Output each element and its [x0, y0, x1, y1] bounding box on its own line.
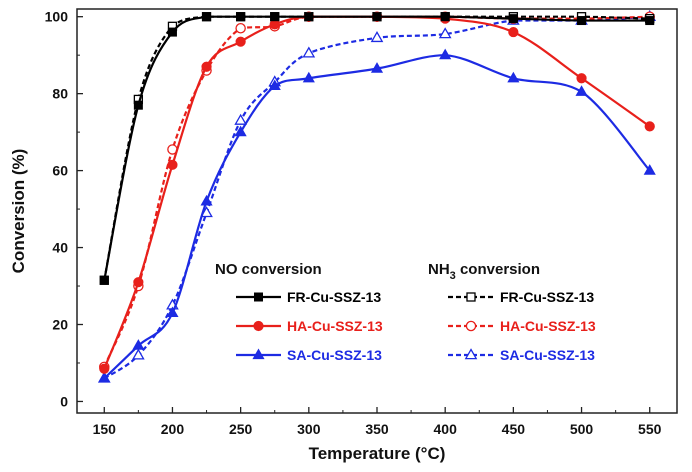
series-sa-cu-ssz-13-no: [98, 48, 656, 383]
legend-label: SA-Cu-SSZ-13: [500, 347, 595, 363]
data-point: [577, 16, 587, 26]
data-point: [302, 46, 316, 58]
data-point: [167, 159, 178, 170]
x-tick-label: 350: [365, 421, 389, 437]
legend-title-nh3: NH3 conversion: [428, 261, 540, 282]
legend-label: FR-Cu-SSZ-13: [287, 289, 381, 305]
x-tick-label: 500: [570, 421, 594, 437]
data-point: [270, 12, 280, 22]
legend-title-nh3-prefix: NH: [428, 261, 450, 278]
data-point: [132, 348, 145, 360]
data-point: [133, 100, 143, 110]
y-tick-label: 20: [52, 317, 68, 333]
y-tick-label: 100: [45, 9, 69, 25]
y-axis-title: Conversion (%): [9, 149, 28, 274]
data-point: [440, 12, 450, 22]
legend-entry-sa-cu-ssz-13-nh3: SA-Cu-SSZ-13: [448, 347, 595, 363]
legend-entry-ha-cu-ssz-13-nh3: HA-Cu-SSZ-13: [448, 318, 596, 334]
legend-marker: [464, 348, 478, 360]
y-tick-label: 0: [60, 393, 68, 409]
series-line: [103, 15, 650, 380]
legend-label: HA-Cu-SSZ-13: [500, 318, 596, 334]
series-line: [103, 15, 650, 281]
series-line: [103, 15, 651, 370]
data-point: [370, 31, 384, 43]
data-point: [575, 85, 588, 96]
legend: NO conversion NH3 conversion FR-Cu-SSZ-13 H…: [215, 261, 596, 363]
data-point: [133, 277, 144, 288]
data-point: [372, 12, 382, 22]
legend-marker: [254, 292, 263, 302]
legend-entry-fr-cu-ssz-13-nh3: FR-Cu-SSZ-13: [448, 289, 594, 305]
legend-entry-fr-cu-ssz-13-no: FR-Cu-SSZ-13: [236, 289, 381, 305]
data-point: [576, 73, 587, 84]
legend-marker: [465, 320, 477, 332]
x-tick-label: 250: [229, 421, 253, 437]
data-point: [304, 12, 314, 22]
legend-label: SA-Cu-SSZ-13: [287, 347, 382, 363]
data-point: [507, 71, 520, 83]
series-line: [103, 15, 650, 368]
data-point: [236, 12, 246, 22]
data-point: [234, 113, 247, 125]
legend-entry-sa-cu-ssz-13-no: SA-Cu-SSZ-13: [236, 347, 382, 363]
data-point: [438, 27, 452, 39]
data-point: [439, 48, 452, 60]
series-fr-cu-ssz-13-no: [99, 12, 655, 285]
axes: 150 200 250 300 350 400 450 500 550 0 20 40 60 80 100: [45, 9, 662, 437]
data-point: [508, 14, 518, 24]
legend-marker: [253, 320, 264, 332]
x-tick-label: 150: [93, 421, 117, 437]
x-axis-title: Temperature (°C): [309, 444, 446, 463]
data-point: [235, 22, 246, 34]
x-tick-label: 300: [297, 421, 321, 437]
x-tick-label: 550: [638, 421, 662, 437]
data-point: [644, 121, 655, 132]
x-tick-label: 200: [161, 421, 185, 437]
data-point: [167, 27, 177, 37]
data-point: [166, 306, 179, 318]
series-line: [103, 15, 650, 281]
legend-title-nh3-suffix: conversion: [456, 261, 540, 278]
data-point: [234, 125, 247, 137]
data-point: [370, 62, 384, 73]
data-point: [132, 339, 145, 350]
data-point: [508, 26, 519, 38]
y-tick-label: 80: [52, 86, 68, 102]
data-point: [200, 194, 213, 206]
legend-title-no: NO conversion: [215, 261, 322, 278]
legend-label: FR-Cu-SSZ-13: [500, 289, 594, 305]
data-point: [645, 16, 655, 26]
y-tick-label: 60: [52, 163, 68, 179]
data-point: [643, 164, 656, 175]
data-point: [302, 71, 315, 83]
data-point: [99, 363, 110, 374]
x-tick-label: 450: [502, 421, 526, 437]
legend-marker: [466, 292, 476, 302]
data-point: [99, 275, 109, 285]
x-tick-label: 400: [434, 421, 458, 437]
series-layer: [97, 9, 657, 383]
data-point: [98, 371, 111, 383]
data-point: [268, 79, 281, 91]
series-fr-cu-ssz-13-nh3: [99, 12, 655, 285]
data-point: [235, 36, 246, 47]
legend-title-nh3-subscript: 3: [450, 270, 456, 282]
data-point: [202, 12, 212, 22]
legend-marker: [252, 348, 265, 360]
y-tick-label: 40: [52, 240, 68, 256]
data-point: [201, 61, 212, 72]
legend-label: HA-Cu-SSZ-13: [287, 318, 383, 334]
legend-entry-ha-cu-ssz-13-no: HA-Cu-SSZ-13: [236, 318, 383, 334]
